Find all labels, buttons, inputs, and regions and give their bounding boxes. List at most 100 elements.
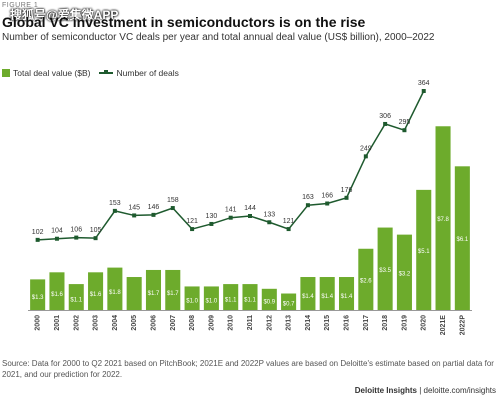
deals-point-2017 (363, 154, 368, 159)
bar-label-2001: $1.6 (51, 292, 63, 298)
x-tick-2009: 2009 (208, 315, 215, 331)
source-note: Source: Data for 2000 to Q2 2021 based o… (2, 359, 494, 379)
bar-2008 (184, 286, 200, 310)
x-tick-2014: 2014 (305, 315, 312, 331)
x-tick-2008: 2008 (189, 315, 196, 331)
bar-2016 (338, 277, 355, 310)
x-tick-2019: 2019 (401, 315, 408, 331)
deals-point-2019 (402, 128, 407, 133)
x-tick-2003: 2003 (93, 315, 100, 331)
bar-label-2018: $3.5 (379, 268, 391, 274)
x-tick-2000: 2000 (35, 315, 42, 331)
deals-point-2015 (325, 201, 330, 206)
legend-swatch-line (98, 70, 113, 74)
x-tick-2020: 2020 (421, 315, 428, 331)
deals-label-2016: 176 (341, 187, 353, 194)
deals-point-2011 (248, 214, 252, 218)
deals-label-2015: 166 (321, 193, 333, 200)
deals-label-2014: 163 (302, 194, 314, 201)
legend-item-deal-value: Total deal value ($B) (2, 68, 91, 78)
bar-2014 (300, 277, 316, 310)
bar-2013 (281, 293, 297, 310)
deals-label-2006: 146 (148, 204, 160, 211)
bar-label-2014: $1.4 (302, 294, 314, 300)
legend-swatch-bar (2, 69, 10, 77)
bar-2021E (435, 126, 451, 310)
bar-2022P (454, 166, 470, 310)
deals-label-2019: 295 (399, 119, 411, 126)
bar-label-2017: $2.6 (360, 278, 372, 284)
x-tick-2006: 2006 (150, 315, 157, 331)
bar-2019 (396, 234, 412, 310)
bar-2006 (145, 269, 162, 310)
x-tick-2021E: 2021E (440, 315, 447, 336)
deals-point-2000 (35, 237, 40, 242)
bar-2017 (358, 248, 374, 310)
bar-label-2000: $1.3 (32, 295, 44, 301)
bar-label-2002: $1.1 (70, 297, 82, 303)
x-tick-2005: 2005 (131, 315, 138, 331)
deals-label-2001: 104 (51, 228, 63, 235)
deals-point-2008 (190, 227, 195, 232)
deals-point-2002 (74, 235, 79, 240)
bar-label-2012: $0.9 (263, 299, 275, 305)
watermark: 搜狐号@爱集微APP (10, 8, 119, 22)
deals-label-2008: 121 (186, 218, 198, 225)
deals-label-2004: 153 (109, 200, 121, 207)
bar-label-2020: $5.1 (418, 249, 430, 255)
bar-label-2021E: $7.8 (437, 217, 449, 223)
deals-point-2001 (54, 236, 59, 241)
x-tick-2018: 2018 (382, 315, 389, 331)
deals-point-2012 (267, 220, 272, 225)
x-tick-2010: 2010 (228, 315, 235, 331)
bar-label-2004: $1.8 (109, 290, 121, 296)
footer-url: deloitte.com/insights (423, 386, 496, 395)
deals-label-2017: 249 (360, 145, 372, 152)
deals-point-2013 (286, 227, 291, 232)
figure-label: FIGURE 1 (2, 2, 39, 9)
x-tick-2013: 2013 (286, 315, 293, 331)
deals-point-2005 (132, 213, 137, 218)
footer-brand: Deloitte Insights (354, 386, 417, 395)
chart-title: Global VC investment in semiconductors i… (2, 14, 366, 30)
deals-label-2011: 144 (244, 205, 256, 212)
x-tick-2011: 2011 (247, 315, 254, 330)
bar-label-2007: $1.7 (167, 291, 179, 297)
bar-2018 (377, 227, 393, 310)
bar-2007 (165, 269, 181, 310)
bar-label-2013: $0.7 (283, 302, 295, 308)
deals-label-2003: 105 (90, 227, 102, 234)
bar-label-2019: $3.2 (399, 271, 411, 277)
legend-label-deals: Number of deals (116, 68, 179, 78)
deals-point-2010 (228, 215, 233, 220)
x-tick-2015: 2015 (324, 315, 331, 331)
deals-label-2002: 106 (70, 227, 82, 234)
bar-label-2008: $1.0 (186, 298, 198, 304)
deals-label-2010: 141 (225, 207, 237, 214)
deals-point-2003 (93, 236, 98, 241)
bar-2004 (107, 267, 123, 310)
deals-label-2000: 102 (32, 229, 44, 236)
deals-label-2009: 130 (206, 213, 218, 220)
bar-label-2010: $1.1 (225, 297, 237, 303)
bar-label-2015: $1.4 (321, 294, 333, 300)
bar-2005 (126, 277, 142, 310)
deals-point-2016 (344, 195, 349, 200)
chart-canvas: $1.3 $1.6 $1.1 $1.6 $1.8 $1.7 $1.7 $1.0 $1.0 $1.1… (28, 80, 472, 336)
bar-2002 (68, 284, 84, 310)
bar-label-2022P: $6.1 (457, 237, 469, 243)
bar-label-2009: $1.0 (206, 298, 218, 304)
bar-label-2016: $1.4 (341, 294, 353, 300)
deals-label-2007: 158 (167, 197, 179, 204)
deals-point-2006 (151, 212, 156, 217)
deals-label-2012: 133 (263, 211, 275, 218)
x-tick-2016: 2016 (344, 315, 351, 331)
bar-2003 (88, 272, 104, 310)
bar-label-2006: $1.7 (148, 291, 160, 297)
deals-point-2004 (112, 208, 117, 213)
bar-2011 (242, 284, 258, 310)
deals-label-2005: 145 (128, 204, 140, 211)
legend-item-deals: Number of deals (98, 68, 179, 78)
x-tick-2004: 2004 (112, 315, 119, 331)
x-tick-2017: 2017 (363, 315, 370, 331)
